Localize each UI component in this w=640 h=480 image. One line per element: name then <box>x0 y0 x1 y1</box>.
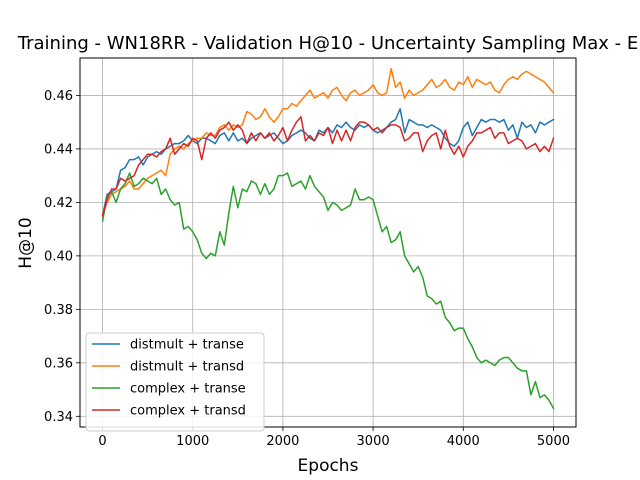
legend-label: distmult + transe <box>130 338 244 353</box>
plot-frame <box>79 57 577 428</box>
legend-label: complex + transe <box>130 382 246 397</box>
y-tick-label: 0.38 <box>44 303 73 318</box>
x-axis-label: Epochs <box>298 456 359 476</box>
x-tick-label: 3000 <box>357 434 390 449</box>
x-tick-label: 4000 <box>447 434 480 449</box>
series-line-complex-transe <box>101 172 555 410</box>
y-tick-label: 0.34 <box>44 410 73 425</box>
y-tick-label: 0.46 <box>44 89 73 104</box>
y-tick-label: 0.40 <box>44 249 73 264</box>
legend-frame <box>85 332 265 432</box>
y-tick-label: 0.42 <box>44 196 73 211</box>
chart-title: Training - WN18RR - Validation H@10 - Un… <box>17 33 638 54</box>
x-tick-label: 2000 <box>266 434 299 449</box>
series-line-distmult-transd <box>101 67 555 217</box>
x-tick-label: 1000 <box>176 434 209 449</box>
x-tick-label: 0 <box>98 434 106 449</box>
x-tick-label: 5000 <box>537 434 570 449</box>
y-tick-label: 0.36 <box>44 356 73 371</box>
series-line-complex-transd <box>101 116 555 217</box>
legend-label: distmult + transd <box>130 360 244 375</box>
series-lines <box>101 67 555 410</box>
legend-label: complex + transd <box>130 404 246 419</box>
y-axis-label: H@10 <box>16 217 36 268</box>
legend: distmult + transe distmult + transd comple… <box>85 332 265 432</box>
y-tick-label: 0.44 <box>44 142 73 157</box>
